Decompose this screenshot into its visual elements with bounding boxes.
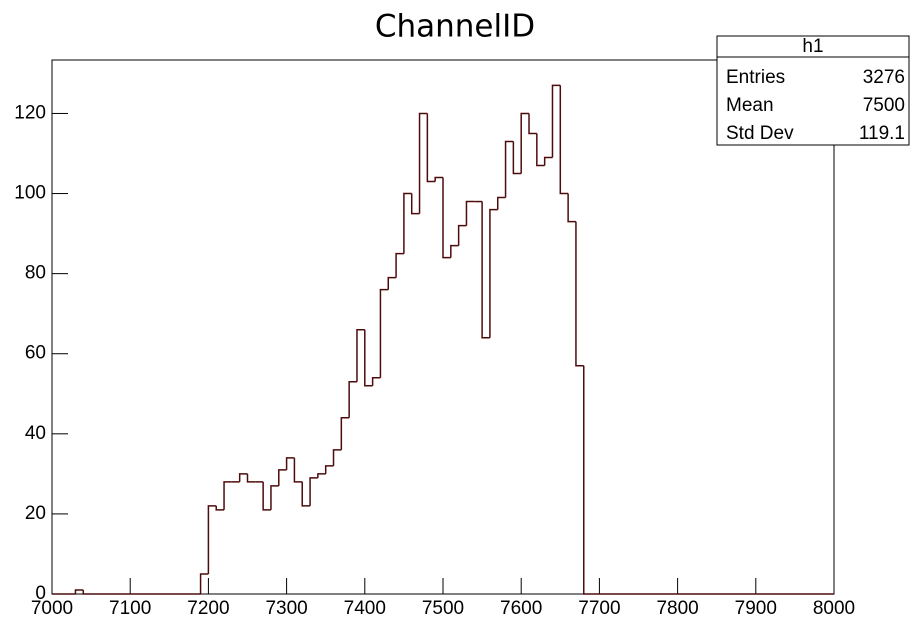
histogram-bin xyxy=(348,381,357,418)
histogram-bin xyxy=(317,473,326,478)
histogram-bin xyxy=(551,84,561,158)
histogram-bin xyxy=(496,196,506,210)
y-tick-label: 40 xyxy=(25,423,46,444)
histogram-bin xyxy=(395,252,404,278)
histogram-bin xyxy=(309,477,318,506)
histogram-bin xyxy=(371,377,381,386)
x-tick-label: 7300 xyxy=(265,598,307,619)
histogram-bin xyxy=(512,141,522,175)
histogram-bin xyxy=(278,469,287,486)
x-tick-label: 7600 xyxy=(500,598,542,619)
histogram-bin xyxy=(528,113,537,135)
x-tick-label: 8000 xyxy=(813,598,855,619)
y-tick-label: 100 xyxy=(14,183,46,204)
histogram-bin xyxy=(207,505,217,574)
histogram-bin xyxy=(82,589,92,595)
histogram-bin xyxy=(410,193,420,215)
histogram-bin xyxy=(434,176,443,182)
histogram-bin xyxy=(403,192,412,254)
histogram-bin xyxy=(262,481,271,511)
stats-value: 119.1 xyxy=(859,123,905,144)
histogram-bin xyxy=(481,201,490,339)
stats-value: 7500 xyxy=(863,95,905,116)
y-tick-label: 120 xyxy=(14,102,46,123)
histogram-bin xyxy=(293,457,303,483)
histogram-bin xyxy=(543,156,553,166)
x-tick-label: 7900 xyxy=(735,598,777,619)
histogram-bin xyxy=(364,329,373,387)
histogram-bin xyxy=(238,473,248,482)
histogram-bin xyxy=(559,85,569,195)
histogram-bin xyxy=(387,276,397,290)
chart-title: ChannelID xyxy=(375,9,535,45)
histogram-bin xyxy=(442,177,451,259)
x-tick-label: 7100 xyxy=(109,598,151,619)
y-tick-label: 60 xyxy=(25,343,46,364)
histogram-bin xyxy=(324,465,334,474)
stats-label: Std Dev xyxy=(726,123,794,144)
histogram-bin xyxy=(215,505,225,511)
histogram-bin xyxy=(489,208,498,338)
histogram-bin xyxy=(379,288,389,378)
y-tick-label: 20 xyxy=(25,503,46,524)
x-tick-label: 7000 xyxy=(31,598,73,619)
histogram-bin xyxy=(199,573,209,594)
stats-value: 3276 xyxy=(863,67,905,88)
histogram-bin xyxy=(223,481,232,510)
x-tick-label: 7700 xyxy=(578,598,620,619)
y-tick-label: 0 xyxy=(35,583,46,604)
histogram-bin xyxy=(285,457,295,470)
histogram-bin xyxy=(583,365,592,595)
histogram-bin xyxy=(457,224,467,246)
stats-name: h1 xyxy=(802,36,823,57)
histogram-bin xyxy=(426,113,436,183)
histogram-bin xyxy=(520,112,530,174)
histogram-bin xyxy=(536,133,545,167)
x-tick-label: 7400 xyxy=(344,598,386,619)
y-tick-label: 80 xyxy=(25,263,46,284)
histogram-bin xyxy=(418,112,428,214)
x-tick-label: 7800 xyxy=(656,598,698,619)
x-tick-label: 7500 xyxy=(422,598,464,619)
histogram-bin xyxy=(567,193,576,223)
histogram-bin xyxy=(504,140,514,198)
histogram-bin xyxy=(340,417,350,450)
histogram-bin xyxy=(356,328,365,382)
histogram-bin xyxy=(270,485,279,510)
histogram-bin xyxy=(246,473,256,483)
stats-box xyxy=(716,35,910,146)
stats-label: Entries xyxy=(726,67,785,88)
x-tick-label: 7200 xyxy=(187,598,229,619)
histogram-bin xyxy=(450,244,459,258)
histogram-bin xyxy=(465,200,475,226)
stats-label: Mean xyxy=(726,95,774,116)
histogram-bin xyxy=(74,589,84,594)
histogram-bin xyxy=(575,221,584,367)
histogram-bin xyxy=(301,481,311,507)
histogram-bin xyxy=(332,449,342,466)
